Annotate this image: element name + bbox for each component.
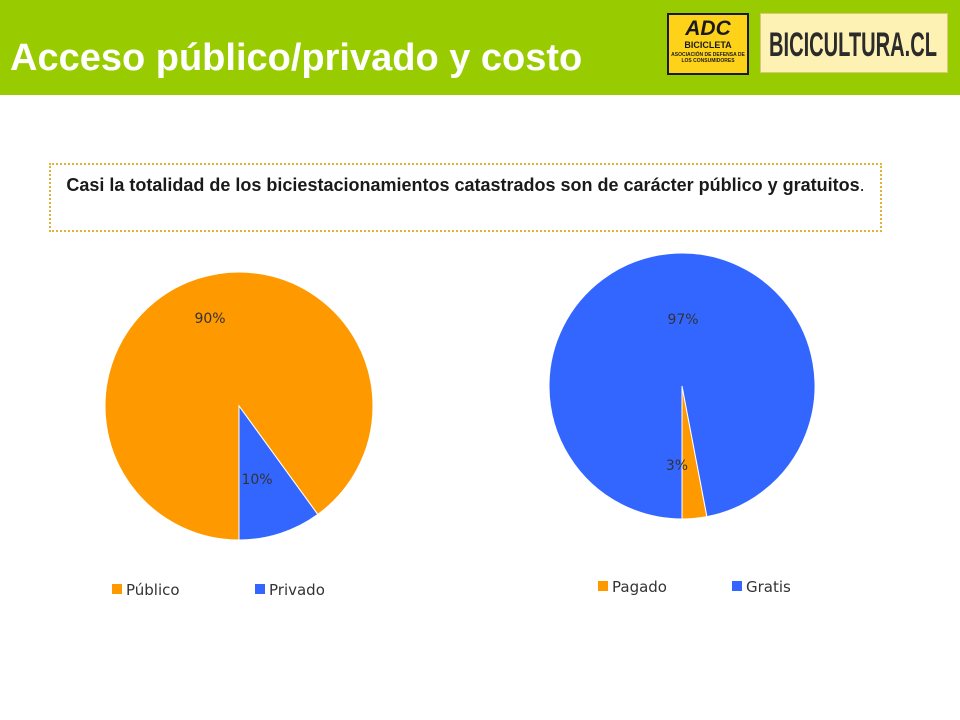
legend-swatch-pagado xyxy=(598,581,608,591)
data-label-gratis: 97% xyxy=(667,312,698,328)
legend-item-pagado: Pagado xyxy=(598,578,667,596)
data-label-privado: 10% xyxy=(241,472,272,488)
bicicultura-logo: BICICULTURA.CL xyxy=(760,13,948,73)
summary-text: Casi la totalidad de los biciestacionami… xyxy=(66,175,860,195)
summary-period: . xyxy=(859,175,865,195)
legend-item-gratis: Gratis xyxy=(732,578,791,596)
pie-slice-privado xyxy=(238,404,319,541)
data-label-pagado: 3% xyxy=(666,458,688,474)
pie-slice-gratis xyxy=(548,252,816,520)
legend-label-privado: Privado xyxy=(269,581,325,599)
legend-swatch-gratis xyxy=(732,581,742,591)
header-bar: Acceso público/privado y costo ADC BICIC… xyxy=(0,0,960,95)
legend-swatch-publico xyxy=(112,584,122,594)
legend-item-privado: Privado xyxy=(255,581,325,599)
legend-label-pagado: Pagado xyxy=(612,578,667,596)
page-title: Acceso público/privado y costo xyxy=(10,37,583,79)
legend-label-publico: Público xyxy=(126,581,180,599)
adc-bicicleta-logo: ADC BICICLETA ASOCIACIÓN DE DEFENSA DE L… xyxy=(667,13,749,75)
data-label-publico: 90% xyxy=(194,311,225,327)
svg-text:BICICULTURA.CL: BICICULTURA.CL xyxy=(769,26,937,64)
legend-swatch-privado xyxy=(255,584,265,594)
summary-callout: Casi la totalidad de los biciestacionami… xyxy=(49,163,882,232)
legend-label-gratis: Gratis xyxy=(746,578,791,596)
legend-item-publico: Público xyxy=(112,581,180,599)
